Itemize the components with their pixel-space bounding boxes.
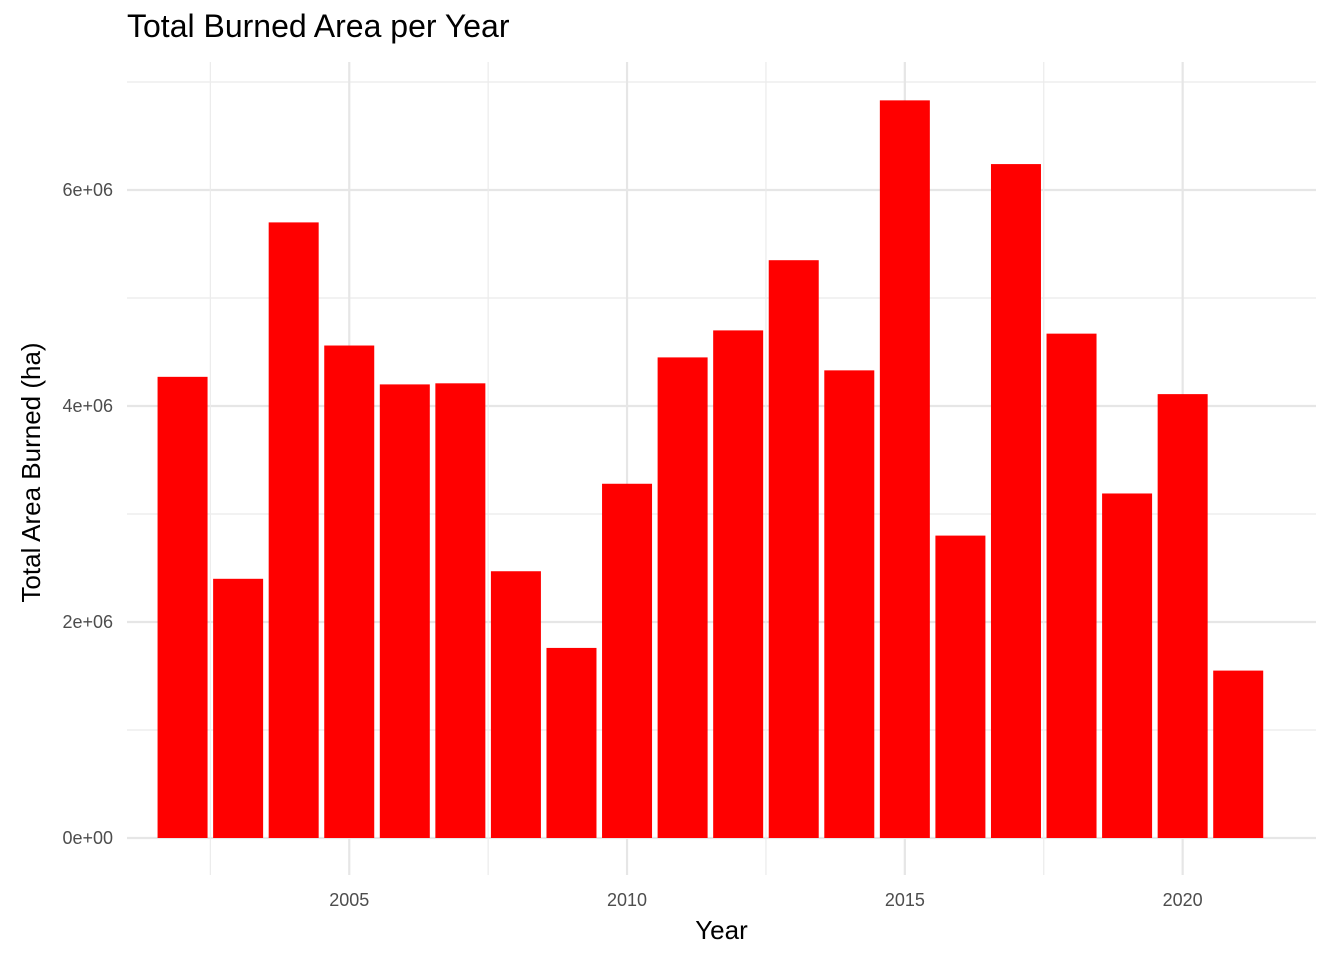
bar-2003 (213, 578, 264, 838)
bar-2017 (990, 164, 1041, 838)
chart-title: Total Burned Area per Year (127, 8, 510, 44)
y-tick-label: 2e+06 (62, 612, 113, 632)
y-tick-label: 6e+06 (62, 180, 113, 200)
bar-2011 (657, 357, 708, 838)
bar-2021 (1213, 670, 1264, 838)
bar-2015 (879, 100, 930, 839)
bar-2019 (1102, 493, 1153, 838)
tick-label-layer: 0e+00 2e+06 4e+06 6e+06 2005 2010 2015 2020 (62, 180, 1202, 910)
x-tick-label: 2015 (885, 890, 925, 910)
bar-2007 (435, 383, 486, 838)
bar-2012 (713, 330, 764, 838)
bar-2018 (1046, 333, 1097, 838)
y-tick-label: 0e+00 (62, 828, 113, 848)
bar-layer (157, 100, 1264, 839)
bar-2004 (268, 222, 319, 838)
bar-2020 (1157, 394, 1208, 838)
bar-2005 (324, 345, 375, 838)
x-tick-label: 2020 (1163, 890, 1203, 910)
x-axis-title: Year (695, 915, 748, 945)
bar-2013 (768, 260, 819, 838)
bar-2002 (157, 376, 208, 838)
y-axis-title: Total Area Burned (ha) (16, 342, 46, 602)
bar-2008 (490, 571, 541, 838)
x-tick-label: 2005 (329, 890, 369, 910)
bar-2016 (935, 535, 986, 838)
bar-2009 (546, 647, 597, 838)
x-tick-label: 2010 (607, 890, 647, 910)
bar-2014 (824, 370, 875, 838)
y-tick-label: 4e+06 (62, 396, 113, 416)
bar-2006 (379, 384, 430, 838)
bar-2010 (602, 483, 653, 838)
